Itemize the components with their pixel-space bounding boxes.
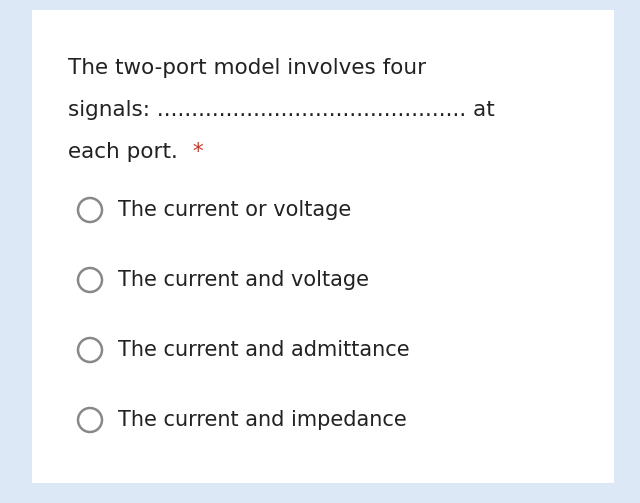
Text: The current and admittance: The current and admittance bbox=[118, 340, 410, 360]
Text: The current or voltage: The current or voltage bbox=[118, 200, 351, 220]
Text: *: * bbox=[186, 142, 204, 162]
Text: The current and impedance: The current and impedance bbox=[118, 410, 407, 430]
Text: signals: ............................................. at: signals: ...............................… bbox=[68, 100, 495, 120]
Text: The two-port model involves four: The two-port model involves four bbox=[68, 58, 426, 78]
Text: each port.: each port. bbox=[68, 142, 178, 162]
Text: The current and voltage: The current and voltage bbox=[118, 270, 369, 290]
